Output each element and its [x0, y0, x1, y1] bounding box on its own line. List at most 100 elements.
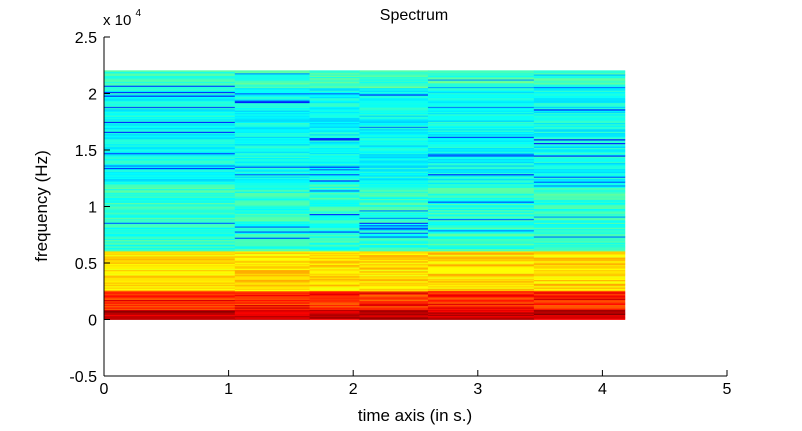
heatmap-cell [427, 76, 535, 79]
heatmap-cell [234, 80, 310, 82]
heatmap-cell [234, 141, 310, 143]
heatmap-cell [104, 118, 236, 121]
heatmap-cell [359, 178, 429, 181]
heatmap-cell [309, 204, 360, 207]
heatmap-cell [104, 222, 236, 224]
heatmap-cell [234, 71, 310, 74]
heatmap-cell [234, 268, 310, 271]
heatmap-cell [104, 211, 236, 213]
heatmap-cell [104, 123, 236, 126]
heatmap-cell [427, 183, 535, 186]
heatmap-cell [427, 227, 535, 229]
x-tick-label: 3 [473, 381, 482, 398]
heatmap-cell [104, 179, 236, 182]
heatmap-cell [359, 216, 429, 218]
heatmap-cell [234, 103, 310, 106]
heatmap-cell [104, 317, 236, 319]
heatmap-cell [234, 260, 310, 263]
heatmap-cell [309, 147, 360, 150]
heatmap-cell [359, 115, 429, 117]
heatmap-cell [234, 250, 310, 253]
heatmap-cell [533, 203, 626, 206]
heatmap-cell [427, 197, 535, 200]
heatmap-cell [234, 273, 310, 276]
heatmap-cell [359, 279, 429, 282]
heatmap-cell [104, 162, 236, 165]
heatmap-cell [234, 317, 310, 319]
heatmap-cell [359, 287, 429, 289]
heatmap-cell [533, 122, 626, 125]
heatmap-cell [359, 278, 429, 281]
heatmap-cell [427, 298, 535, 300]
heatmap-cell [533, 128, 626, 131]
heatmap-cell [427, 260, 535, 263]
heatmap-cell [234, 221, 310, 223]
heatmap-cell [104, 174, 236, 177]
heatmap-cell [309, 177, 360, 180]
heatmap-cell [234, 236, 310, 238]
heatmap-cell [309, 273, 360, 276]
heatmap-cell [359, 196, 429, 198]
heatmap-cell [309, 227, 360, 229]
heatmap-cell [359, 142, 429, 145]
heatmap-cell [359, 310, 429, 313]
heatmap-cell [234, 269, 310, 272]
heatmap-cell [359, 201, 429, 203]
heatmap-cell [104, 133, 236, 136]
heatmap-cell [309, 192, 360, 195]
heatmap-cell [309, 312, 360, 314]
heatmap-cell [104, 267, 236, 269]
heatmap-cell [359, 72, 429, 75]
heatmap-cell [309, 269, 360, 272]
heatmap-cell [359, 233, 429, 236]
heatmap-cell [427, 275, 535, 278]
heatmap-cell [359, 242, 429, 244]
heatmap-cell [104, 216, 236, 218]
heatmap-cell [104, 86, 236, 89]
heatmap-cell [234, 274, 310, 277]
y-ticks: -0.5 0 0.5 1 1.5 2 2.5 [69, 30, 110, 386]
heatmap-cell [427, 148, 535, 151]
heatmap-cell [234, 115, 310, 117]
heatmap-cell [104, 209, 236, 212]
heatmap-cell [234, 174, 310, 177]
heatmap-cell [427, 293, 535, 295]
heatmap-cell [104, 115, 236, 117]
heatmap-cell [309, 257, 360, 259]
heatmap-cell [104, 106, 236, 109]
heatmap-cell [309, 79, 360, 81]
heatmap-cell [104, 253, 236, 256]
heatmap-cell [359, 117, 429, 120]
heatmap-cell [234, 138, 310, 141]
heatmap-cell [104, 310, 236, 313]
heatmap-cell [359, 110, 429, 112]
heatmap-cell [309, 189, 360, 192]
heatmap-cell [533, 95, 626, 97]
heatmap-cell [104, 299, 236, 302]
heatmap-cell [309, 126, 360, 129]
heatmap-cell [533, 229, 626, 232]
heatmap-cell [234, 116, 310, 119]
heatmap-cell [427, 87, 535, 90]
heatmap-cell [234, 143, 310, 146]
heatmap-cell [309, 219, 360, 222]
heatmap-cell [104, 207, 236, 210]
heatmap-cell [533, 268, 626, 271]
heatmap-cell [104, 257, 236, 259]
heatmap-cell [309, 141, 360, 143]
heatmap-cell [427, 136, 535, 139]
heatmap-cell [234, 293, 310, 295]
heatmap-cell [427, 248, 535, 251]
heatmap-cell [533, 315, 626, 318]
heatmap-cell [309, 197, 360, 200]
heatmap-cell [234, 105, 310, 107]
x-ticks: 0 1 2 3 4 5 [100, 370, 732, 398]
heatmap-cell [533, 117, 626, 120]
heatmap-cell [427, 221, 535, 223]
heatmap-cell [533, 243, 626, 246]
heatmap-cell [104, 102, 236, 105]
heatmap-cell [359, 152, 429, 155]
heatmap-cell [359, 90, 429, 92]
heatmap-cell [533, 270, 626, 273]
y-tick-label: 2 [88, 87, 97, 104]
